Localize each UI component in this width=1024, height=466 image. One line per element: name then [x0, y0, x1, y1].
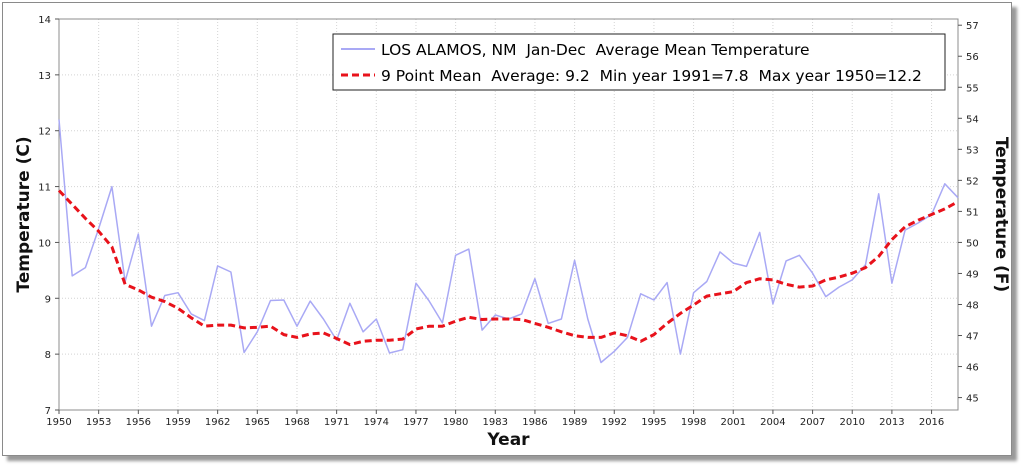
y-tick-label-right: 55 — [966, 83, 979, 94]
legend-entry-mean: 9 Point Mean Average: 9.2 Min year 1991=… — [381, 67, 922, 85]
x-axis-label: Year — [486, 430, 530, 450]
y-tick-label-right: 49 — [966, 269, 979, 280]
x-tick-label: 1965 — [245, 417, 270, 428]
series — [57, 119, 959, 364]
x-tick-label: 1983 — [483, 417, 508, 428]
x-tick-label: 1995 — [641, 417, 666, 428]
y-tick-label-right: 51 — [966, 207, 979, 218]
series-line-9pt-mean — [57, 189, 959, 347]
x-tick-label: 1992 — [602, 417, 627, 428]
x-tick-label: 1962 — [205, 417, 230, 428]
x-tick-label: 1971 — [324, 417, 349, 428]
x-tick-label: 1968 — [284, 417, 309, 428]
y-axis-label-left: Temperature (C) — [14, 136, 34, 292]
plot-area — [58, 18, 959, 411]
legend-box — [332, 33, 946, 91]
x-tick-label: 1953 — [86, 417, 111, 428]
y-tick-label-left: 12 — [38, 127, 51, 138]
y-tick-label-right: 47 — [966, 332, 979, 343]
series-line-raw — [58, 119, 959, 364]
x-tick-label: 2004 — [760, 417, 785, 428]
temperature-chart: 1950 1953 1956 1959 1962 1965 1968 1971 1974 1977… — [14, 15, 1011, 450]
x-tick-label: 1980 — [443, 417, 468, 428]
y-tick-label-right: 45 — [966, 394, 979, 405]
y-tick-label-left: 11 — [38, 183, 51, 194]
y-tick-label-left: 7 — [45, 406, 51, 417]
x-tick-label: 2001 — [721, 417, 746, 428]
y-tick-label-right: 53 — [966, 145, 979, 156]
x-tick-label: 1959 — [165, 417, 190, 428]
y-tick-label-left: 13 — [38, 71, 51, 82]
y-tick-label-right: 57 — [966, 21, 979, 32]
legend: LOS ALAMOS, NM Jan-Dec Average Mean Temp… — [332, 33, 946, 91]
x-tick-label: 2010 — [840, 417, 865, 428]
y-tick-label-right: 50 — [966, 238, 979, 249]
chart-frame: 1950 1953 1956 1959 1962 1965 1968 1971 1974 1977… — [2, 2, 1012, 456]
y-tick-label-right: 52 — [966, 176, 979, 187]
y-tick-label-right: 46 — [966, 363, 979, 374]
legend-entry-raw: LOS ALAMOS, NM Jan-Dec Average Mean Temp… — [381, 41, 810, 59]
y-tick-label-left: 14 — [38, 15, 51, 26]
y-tick-label-left: 10 — [38, 238, 51, 249]
x-tick-label: 1977 — [403, 417, 428, 428]
y-tick-label-right: 56 — [966, 52, 979, 63]
y-tick-label-right: 48 — [966, 300, 979, 311]
grid — [58, 18, 958, 411]
x-tick-label: 1974 — [364, 417, 389, 428]
x-tick-label: 1986 — [522, 417, 547, 428]
y-axis-label-right: Temperature (F) — [991, 137, 1011, 292]
x-tick-label: 1998 — [681, 417, 706, 428]
x-tick-label: 2016 — [919, 417, 944, 428]
y-tick-label-right: 54 — [966, 114, 979, 125]
axis-ticks: 1950 1953 1956 1959 1962 1965 1968 1971 1974 1977… — [38, 15, 978, 428]
x-tick-label: 2013 — [879, 417, 904, 428]
x-tick-label: 2007 — [800, 417, 825, 428]
x-tick-label: 1956 — [126, 417, 151, 428]
y-tick-label-left: 9 — [45, 294, 51, 305]
y-tick-label-left: 8 — [45, 350, 51, 361]
x-tick-label: 1950 — [46, 417, 71, 428]
x-tick-label: 1989 — [562, 417, 587, 428]
